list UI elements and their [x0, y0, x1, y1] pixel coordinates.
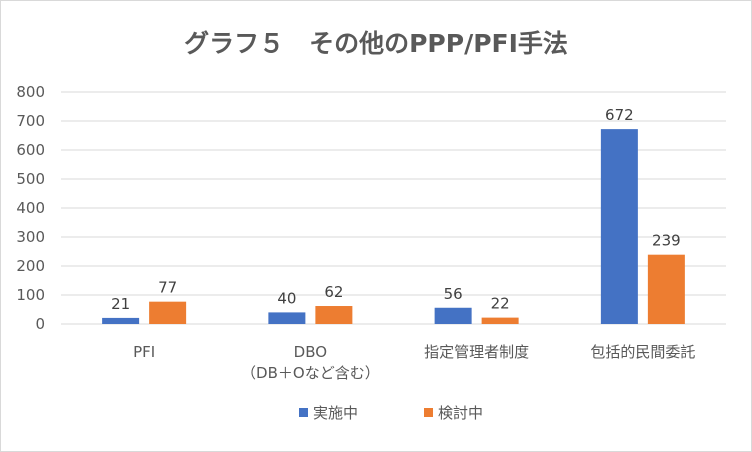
data-label: 22 [491, 295, 510, 313]
data-label: 62 [324, 283, 343, 301]
chart-title: グラフ５ その他のPPP/PFI手法 [184, 29, 568, 58]
bar [102, 317, 140, 324]
y-tick-label: 200 [16, 257, 45, 275]
data-label: 21 [111, 295, 130, 313]
y-tick-label: 400 [16, 199, 45, 217]
legend: 実施中 検討中 [299, 404, 483, 422]
x-tick-label: 指定管理者制度 [424, 343, 529, 361]
y-tick-label: 700 [16, 112, 45, 130]
legend-label: 実施中 [313, 404, 358, 422]
data-label: 239 [652, 232, 681, 250]
data-labels: 21 77 40 62 56 22 672 239 [111, 106, 681, 313]
x-tick-label: （DB＋Oなど含む） [241, 364, 380, 382]
bar [315, 306, 353, 324]
data-label: 672 [605, 106, 634, 124]
x-tick-label: DBO [294, 343, 327, 361]
bar [600, 129, 638, 324]
bar [268, 312, 306, 324]
bar [434, 307, 472, 324]
bar [647, 254, 685, 324]
y-tick-label: 300 [16, 228, 45, 246]
y-tick-label: 600 [16, 141, 45, 159]
data-label: 77 [158, 279, 177, 297]
gridlines [61, 91, 726, 325]
bars [102, 129, 685, 324]
data-label: 56 [444, 285, 463, 303]
y-tick-label: 500 [16, 170, 45, 188]
data-label: 40 [277, 289, 296, 307]
legend-label: 検討中 [438, 404, 483, 422]
legend-swatch [299, 408, 308, 417]
x-tick-label: 包括的民間委託 [590, 343, 695, 361]
y-tick-label: 0 [35, 315, 45, 333]
bar [481, 317, 519, 324]
bar [149, 301, 187, 324]
legend-swatch [424, 408, 433, 417]
y-tick-label: 800 [16, 83, 45, 101]
x-tick-label: PFI [133, 343, 155, 361]
y-tick-label: 100 [16, 286, 45, 304]
x-axis: PFI DBO （DB＋Oなど含む） 指定管理者制度 包括的民間委託 [133, 343, 695, 382]
y-axis: 0 100 200 300 400 500 600 700 800 [16, 83, 45, 333]
